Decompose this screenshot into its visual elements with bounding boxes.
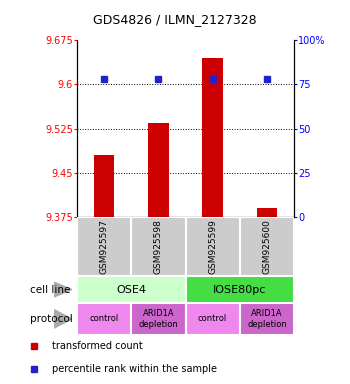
Bar — [186, 303, 240, 335]
Bar — [186, 217, 240, 276]
Bar — [202, 58, 223, 217]
Bar — [257, 208, 277, 217]
Text: GSM925599: GSM925599 — [208, 219, 217, 274]
Text: GDS4826 / ILMN_2127328: GDS4826 / ILMN_2127328 — [93, 13, 257, 26]
Text: GSM925597: GSM925597 — [100, 219, 108, 274]
Text: OSE4: OSE4 — [116, 285, 146, 295]
Text: control: control — [90, 314, 119, 323]
Text: control: control — [198, 314, 227, 323]
Bar — [240, 303, 294, 335]
Text: ARID1A
depletion: ARID1A depletion — [139, 309, 178, 329]
Text: protocol: protocol — [30, 314, 72, 324]
Polygon shape — [54, 310, 72, 328]
Bar — [77, 217, 131, 276]
Bar — [131, 217, 186, 276]
Bar — [148, 123, 169, 217]
Text: transformed count: transformed count — [52, 341, 143, 351]
Bar — [131, 303, 186, 335]
Text: GSM925598: GSM925598 — [154, 219, 163, 274]
Text: GSM925600: GSM925600 — [262, 219, 271, 274]
Text: ARID1A
depletion: ARID1A depletion — [247, 309, 287, 329]
Polygon shape — [54, 282, 72, 297]
Text: cell line: cell line — [30, 285, 70, 295]
Text: percentile rank within the sample: percentile rank within the sample — [52, 364, 217, 374]
Bar — [94, 155, 114, 217]
Bar — [240, 217, 294, 276]
Text: IOSE80pc: IOSE80pc — [213, 285, 266, 295]
Bar — [186, 276, 294, 303]
Bar — [77, 303, 131, 335]
Bar — [77, 276, 186, 303]
